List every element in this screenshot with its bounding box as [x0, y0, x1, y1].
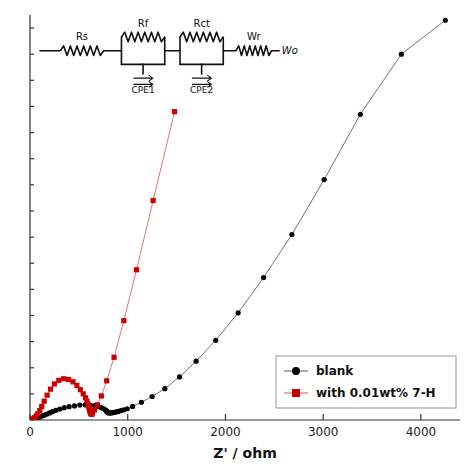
x-tick: [323, 414, 324, 420]
legend-box: [276, 356, 456, 408]
point: [399, 52, 404, 57]
point: [162, 386, 167, 391]
point: [236, 310, 241, 315]
point: [261, 275, 266, 280]
circuit-resistor: [180, 32, 223, 42]
y-tick: [30, 54, 34, 55]
circuit-wire: [142, 64, 144, 74]
point: [177, 374, 182, 379]
point: [194, 359, 199, 364]
point: [92, 407, 97, 412]
circuit-cpe: [133, 75, 152, 81]
point: [289, 232, 294, 237]
point: [121, 318, 126, 323]
x-tick-label: 2000: [210, 425, 241, 439]
x-tick-label: 4000: [406, 425, 437, 439]
x-axis-line: [30, 419, 460, 420]
annotation: Rct: [193, 18, 209, 29]
point: [66, 404, 71, 409]
legend: blank with 0.01wt% 7-H: [276, 356, 456, 408]
legend-marker: [292, 389, 300, 397]
circuit-wire: [40, 50, 60, 52]
annotation: Wr: [247, 31, 261, 42]
circuit-resistor: [121, 32, 164, 42]
annotation: Wo: [282, 45, 298, 56]
annotation: CPE2: [190, 85, 213, 95]
point: [61, 376, 66, 381]
point: [62, 405, 67, 410]
circuit-resistor: [236, 46, 272, 56]
series: [30, 109, 177, 420]
y-tick: [30, 315, 34, 316]
x-tick-label: 3000: [308, 425, 339, 439]
point: [125, 406, 130, 411]
point: [150, 394, 155, 399]
point: [139, 400, 144, 405]
point: [48, 387, 53, 392]
circuit-wire: [179, 37, 181, 64]
circuit-wire: [201, 64, 203, 74]
circuit-wire: [165, 50, 180, 52]
point: [151, 198, 156, 203]
circuit-wire: [272, 50, 280, 52]
circuit-wire: [223, 50, 236, 52]
point: [99, 393, 104, 398]
point: [77, 403, 82, 408]
y-tick: [30, 80, 34, 81]
legend-label: with 0.01wt% 7-H: [316, 386, 436, 400]
point: [104, 378, 109, 383]
legend-label: blank: [316, 364, 354, 378]
y-tick: [30, 393, 34, 394]
point: [134, 267, 139, 272]
point: [172, 109, 177, 114]
y-tick: [30, 184, 34, 185]
x-tick: [225, 414, 226, 420]
y-tick: [30, 132, 34, 133]
point: [111, 355, 116, 360]
x-tick: [127, 414, 128, 420]
point: [39, 404, 44, 409]
point: [56, 378, 61, 383]
x-tick: [420, 414, 421, 420]
annotation: CPE1: [132, 85, 155, 95]
annotation: Rs: [76, 31, 88, 42]
circuit-wire: [104, 50, 122, 52]
point: [130, 404, 135, 409]
y-tick: [30, 289, 34, 290]
y-tick: [30, 236, 34, 237]
point: [72, 403, 77, 408]
axes: 0 1000 2000 3000 4000: [26, 15, 460, 439]
circuit-resistor: [60, 46, 103, 56]
point: [358, 112, 363, 117]
point: [322, 177, 327, 182]
chart: 0 1000 2000 3000 4000 Z' / ohm Rs Rf CPE1 Rct CPE2…: [0, 0, 474, 474]
point: [213, 338, 218, 343]
y-tick: [30, 263, 34, 264]
y-tick: [30, 27, 34, 28]
y-tick: [30, 158, 34, 159]
x-axis-label: Z' / ohm: [213, 445, 276, 461]
point: [443, 18, 448, 23]
y-axis-line: [29, 15, 30, 420]
series-line: [32, 112, 175, 420]
point: [95, 402, 100, 407]
annotation: Rf: [138, 18, 149, 29]
circuit-wire: [121, 37, 123, 64]
y-tick: [30, 341, 34, 342]
y-tick: [30, 210, 34, 211]
y-tick: [30, 106, 34, 107]
y-tick: [30, 367, 34, 368]
point: [45, 393, 50, 398]
point: [42, 399, 47, 404]
x-tick-label: 0: [26, 425, 34, 439]
circuit-cpe: [192, 75, 211, 81]
point: [57, 406, 62, 411]
x-tick-label: 1000: [112, 425, 143, 439]
legend-marker: [292, 367, 300, 375]
circuit-diagram: Rs Rf CPE1 Rct CPE2 Wr Wo: [40, 18, 298, 95]
